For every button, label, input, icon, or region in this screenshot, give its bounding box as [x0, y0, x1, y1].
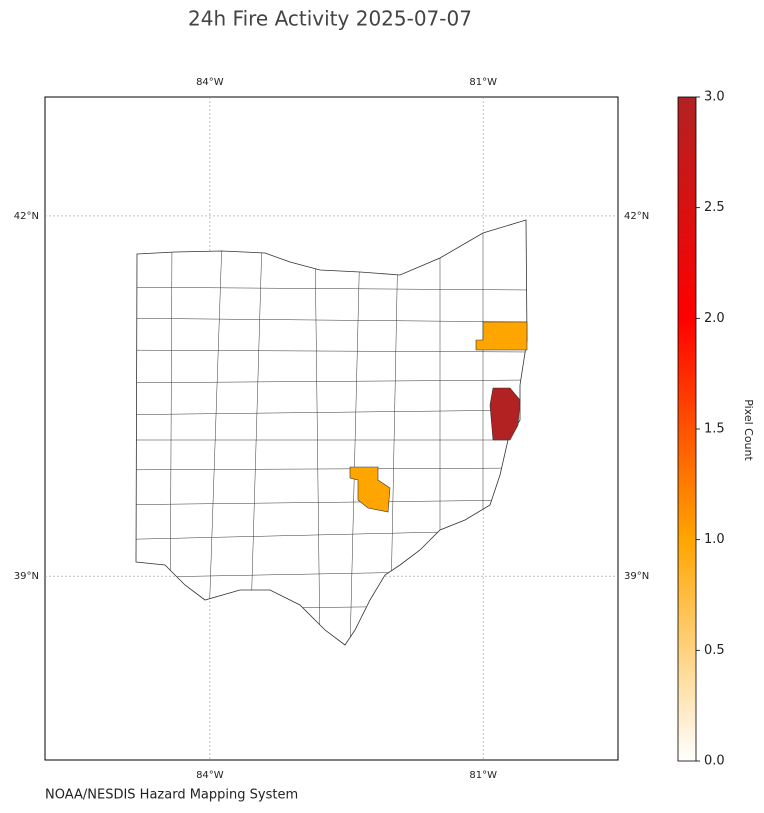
- county-line: [169, 230, 484, 645]
- lon-label: 81°W: [469, 77, 497, 88]
- colorbar-tick-label: 1.0: [704, 532, 725, 547]
- lon-label: 81°W: [469, 770, 497, 781]
- lon-label: 84°W: [196, 77, 224, 88]
- colorbar-tick-label: 1.5: [704, 422, 725, 437]
- state-outline: [135, 219, 528, 646]
- county-fire: [349, 466, 391, 513]
- county-line: [136, 286, 527, 611]
- colorbar-label: Pixel Count: [742, 399, 755, 461]
- colorbar-tick-label: 2.5: [704, 200, 725, 215]
- source-note: NOAA/NESDIS Hazard Mapping System: [45, 788, 298, 803]
- lat-label: 39°N: [14, 571, 39, 582]
- lat-label: 39°N: [624, 571, 649, 582]
- county-fire: [489, 387, 521, 441]
- colorbar-tick-label: 0.5: [704, 643, 725, 658]
- lat-label: 42°N: [624, 211, 649, 222]
- county-lines: [136, 230, 527, 645]
- lon-label: 84°W: [196, 770, 224, 781]
- county-fire: [475, 321, 528, 351]
- colorbar-tick-label: 3.0: [704, 90, 725, 105]
- lat-label: 42°N: [14, 211, 39, 222]
- colorbar: [677, 96, 697, 762]
- graticule: [45, 97, 618, 760]
- colorbar-tick-label: 2.0: [704, 311, 725, 326]
- colorbar-tick-label: 0.0: [704, 754, 725, 769]
- title: 24h Fire Activity 2025-07-07: [188, 7, 472, 31]
